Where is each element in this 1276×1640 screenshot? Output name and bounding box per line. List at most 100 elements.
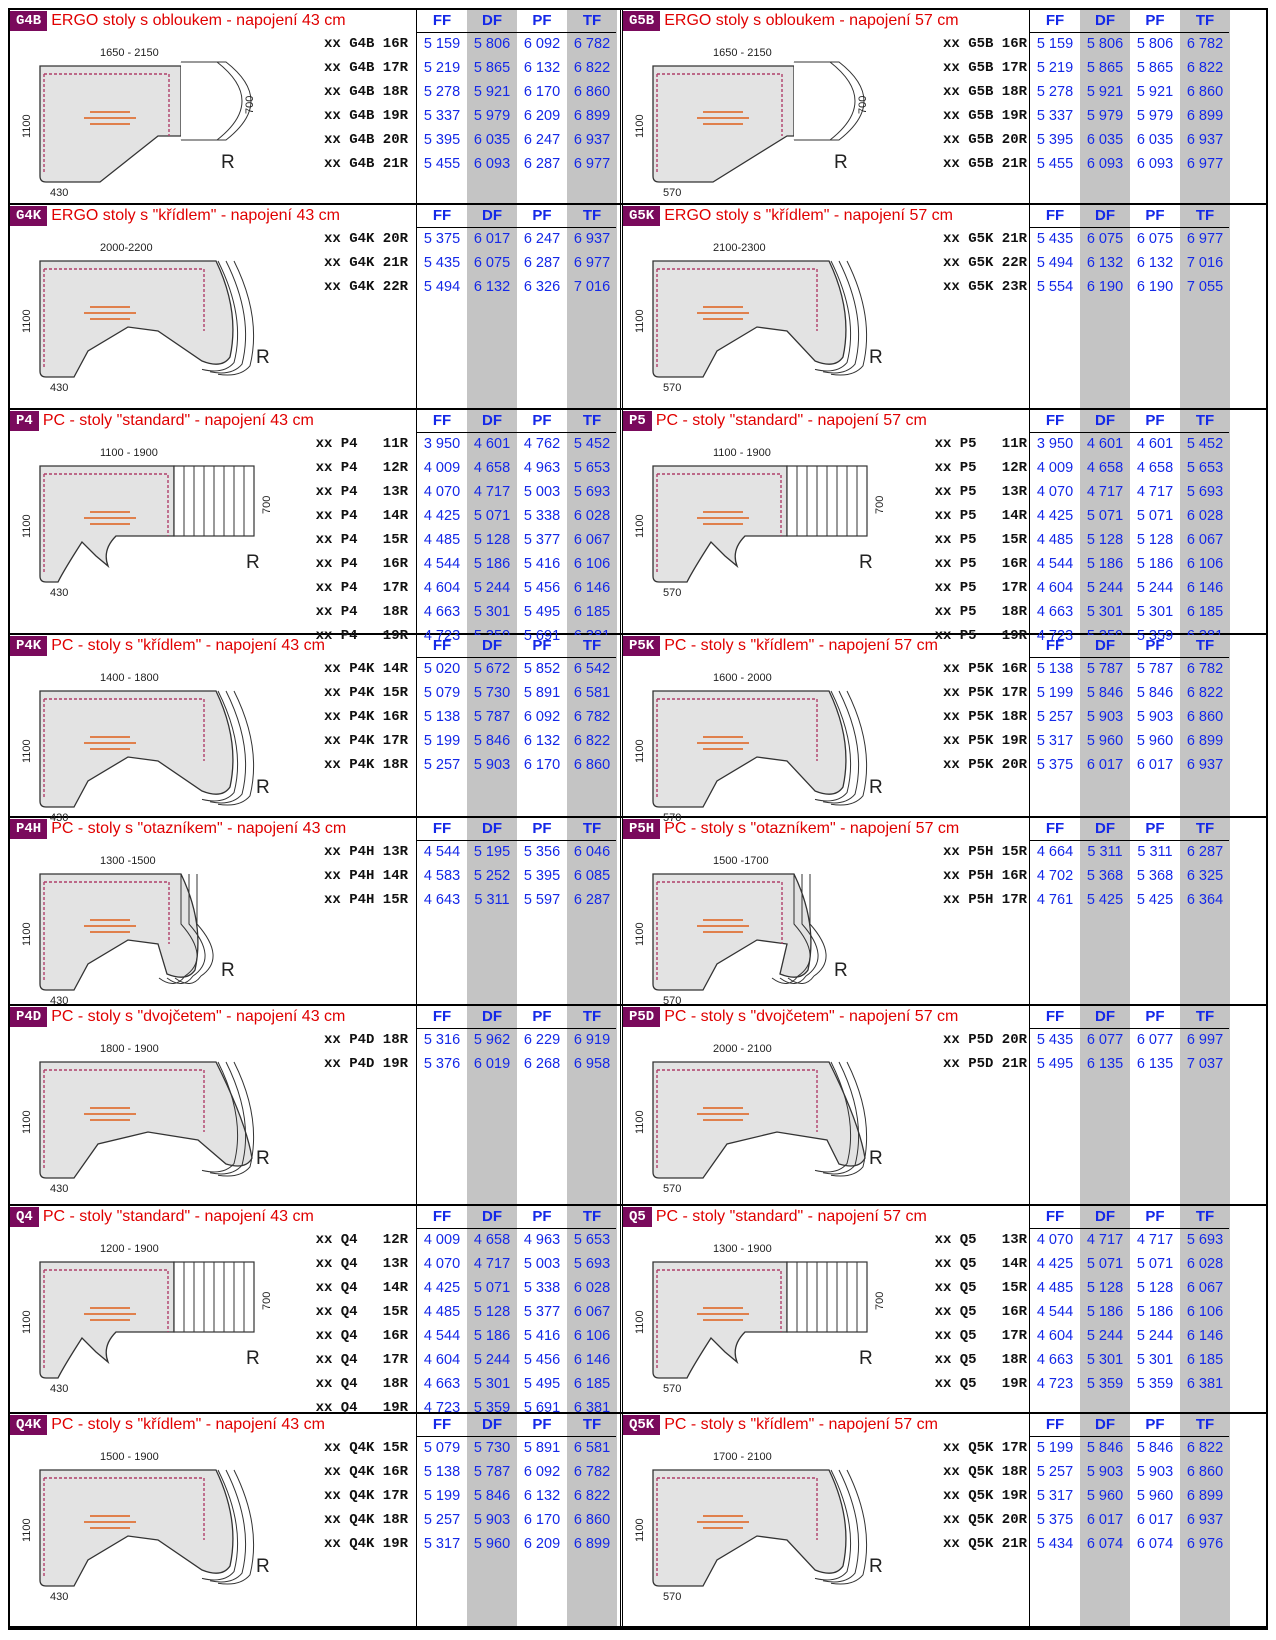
model-code: xx G5B 18R bbox=[942, 84, 1027, 100]
price-value: 6 860 bbox=[573, 84, 611, 100]
price-header: DF bbox=[1095, 1416, 1115, 1433]
product-code-badge: Q5K bbox=[623, 1415, 661, 1435]
price-header: DF bbox=[1095, 207, 1115, 224]
price-value: 4 425 bbox=[423, 1280, 461, 1296]
price-header: FF bbox=[432, 1416, 452, 1433]
price-header-rule bbox=[1030, 32, 1229, 33]
price-header: PF bbox=[1145, 412, 1165, 429]
product-title: ERGO stoly s obloukem - napojení 57 cm bbox=[664, 12, 959, 29]
desk-drawing: 1400 - 1800 1100 430 R bbox=[21, 672, 270, 824]
price-value: 4 762 bbox=[523, 436, 561, 452]
dim-base-label: 570 bbox=[663, 995, 681, 1007]
price-value: 5 128 bbox=[1086, 532, 1124, 548]
price-value: 4 009 bbox=[423, 1232, 461, 1248]
price-column-df: DF 5 730 5 787 5 846 5 903 5 960 bbox=[467, 1414, 517, 1626]
price-header: PF bbox=[532, 637, 552, 654]
price-value: 6 017 bbox=[1086, 757, 1124, 773]
price-table: FF 5 159 5 219 5 278 5 337 5 395 5 455 DF 5 806 5… bbox=[1029, 10, 1230, 203]
price-column-ff: FF 5 316 5 376 bbox=[417, 1006, 467, 1204]
model-code: xx P5 17R bbox=[934, 580, 1027, 596]
price-value: 4 663 bbox=[423, 604, 461, 620]
desk-drawing: 1200 - 1900 1100 700 430 R bbox=[21, 1243, 273, 1395]
price-value: 6 581 bbox=[573, 685, 611, 701]
price-value: 6 937 bbox=[573, 132, 611, 148]
price-value: 6 017 bbox=[473, 231, 511, 247]
price-value: 5 359 bbox=[473, 1400, 511, 1416]
model-list: xx P4 11R xx P4 12R xx P4 13R xx P4 14R xx P… bbox=[300, 432, 408, 648]
model-code: xx G5K 22R bbox=[942, 255, 1027, 271]
price-value: 5 376 bbox=[423, 1056, 461, 1072]
radius-label: R bbox=[869, 1556, 883, 1577]
price-header: PF bbox=[532, 820, 552, 837]
price-header: FF bbox=[1045, 12, 1065, 29]
model-code: xx Q5 18R bbox=[934, 1352, 1027, 1368]
price-value: 6 326 bbox=[523, 279, 561, 295]
price-value: 4 009 bbox=[1036, 460, 1074, 476]
price-value: 5 960 bbox=[1136, 733, 1174, 749]
price-value: 5 301 bbox=[1136, 1352, 1174, 1368]
desk-drawing: 1500 - 1900 1100 430 R bbox=[21, 1451, 270, 1603]
price-value: 5 071 bbox=[1136, 1256, 1174, 1272]
product-block-q4: Q4 PC - stoly "standard" - napojení 43 cm… bbox=[10, 1206, 620, 1416]
price-column-df: DF 5 787 5 846 5 903 5 960 6 017 bbox=[1080, 635, 1130, 816]
price-value: 5 301 bbox=[1086, 604, 1124, 620]
price-column-tf: TF 6 581 6 782 6 822 6 860 6 899 bbox=[567, 1414, 617, 1626]
price-value: 5 456 bbox=[523, 1352, 561, 1368]
price-value: 5 375 bbox=[1036, 1512, 1074, 1528]
price-value: 6 046 bbox=[573, 844, 611, 860]
radius-label: R bbox=[246, 1348, 260, 1369]
price-column-tf: TF 6 822 6 860 6 899 6 937 6 976 bbox=[1180, 1414, 1230, 1626]
price-value: 5 395 bbox=[1036, 132, 1074, 148]
price-value: 5 495 bbox=[523, 1376, 561, 1392]
price-column-pf: PF 4 717 5 071 5 128 5 186 5 244 5 301 5 359 bbox=[1130, 1206, 1180, 1412]
price-value: 5 301 bbox=[473, 604, 511, 620]
price-value: 4 963 bbox=[523, 1232, 561, 1248]
dim-width-label: 1200 - 1900 bbox=[100, 1243, 159, 1255]
dim-height-label: 1100 bbox=[634, 739, 646, 763]
price-header: FF bbox=[1045, 207, 1065, 224]
price-column-tf: TF 5 653 5 693 6 028 6 067 6 106 6 146 6 185 6 3… bbox=[567, 1206, 617, 1416]
price-value: 6 146 bbox=[573, 1352, 611, 1368]
price-value: 4 485 bbox=[423, 1304, 461, 1320]
price-value: 6 170 bbox=[523, 1512, 561, 1528]
price-header-rule bbox=[1030, 227, 1229, 228]
price-value: 6 146 bbox=[1186, 580, 1224, 596]
model-list: xx Q5K 17R xx Q5K 18R xx Q5K 19R xx Q5K 20R… bbox=[919, 1436, 1027, 1556]
price-column-tf: TF 6 782 6 822 6 860 6 899 6 937 6 977 bbox=[1180, 10, 1230, 203]
price-value: 5 071 bbox=[1086, 508, 1124, 524]
drawing-area: 1650 - 2150 1100 700 570 R bbox=[629, 36, 921, 211]
price-value: 5 071 bbox=[1086, 1256, 1124, 1272]
price-column-tf: TF 6 977 7 016 7 055 bbox=[1180, 205, 1230, 408]
price-value: 6 287 bbox=[573, 892, 611, 908]
price-header-rule bbox=[417, 657, 616, 658]
desk-drawing: 1300 -1500 1100 430 R bbox=[21, 855, 235, 1007]
product-title: PC - stoly "standard" - napojení 43 cm bbox=[42, 412, 314, 429]
model-code: xx P5D 21R bbox=[942, 1056, 1027, 1072]
dim-height-label: 1100 bbox=[21, 114, 33, 138]
price-value: 6 287 bbox=[523, 255, 561, 271]
desk-drawing: 1600 - 2000 1100 570 R bbox=[634, 672, 883, 824]
product-code-badge: P4H bbox=[10, 819, 48, 839]
price-header: DF bbox=[482, 637, 502, 654]
price-column-pf: PF 6 247 6 287 6 326 bbox=[517, 205, 567, 408]
price-value: 6 822 bbox=[1186, 685, 1224, 701]
model-list: xx P4K 14R xx P4K 15R xx P4K 16R xx P4K 17R… bbox=[300, 657, 408, 777]
price-column-ff: FF 5 375 5 435 5 494 bbox=[417, 205, 467, 408]
price-value: 6 860 bbox=[1186, 84, 1224, 100]
price-value: 6 185 bbox=[1186, 1352, 1224, 1368]
dim-width-label: 2000-2200 bbox=[100, 242, 153, 254]
model-code: xx G4K 22R bbox=[323, 279, 408, 295]
price-value: 5 979 bbox=[1086, 108, 1124, 124]
price-value: 5 003 bbox=[523, 1256, 561, 1272]
price-value: 5 359 bbox=[1086, 1376, 1124, 1392]
price-value: 5 311 bbox=[474, 892, 510, 908]
price-value: 4 658 bbox=[1136, 460, 1174, 476]
model-code: xx P5 18R bbox=[934, 604, 1027, 620]
price-value: 5 846 bbox=[1086, 685, 1124, 701]
price-value: 4 425 bbox=[1036, 508, 1074, 524]
desk-drawing: 1100 - 1900 1100 700 570 R bbox=[634, 447, 886, 599]
model-code: xx G5K 23R bbox=[942, 279, 1027, 295]
dim-height-label: 1100 bbox=[21, 739, 33, 763]
drawing-area: 1300 - 1900 1100 700 570 R bbox=[629, 1232, 921, 1407]
price-value: 6 067 bbox=[573, 532, 611, 548]
